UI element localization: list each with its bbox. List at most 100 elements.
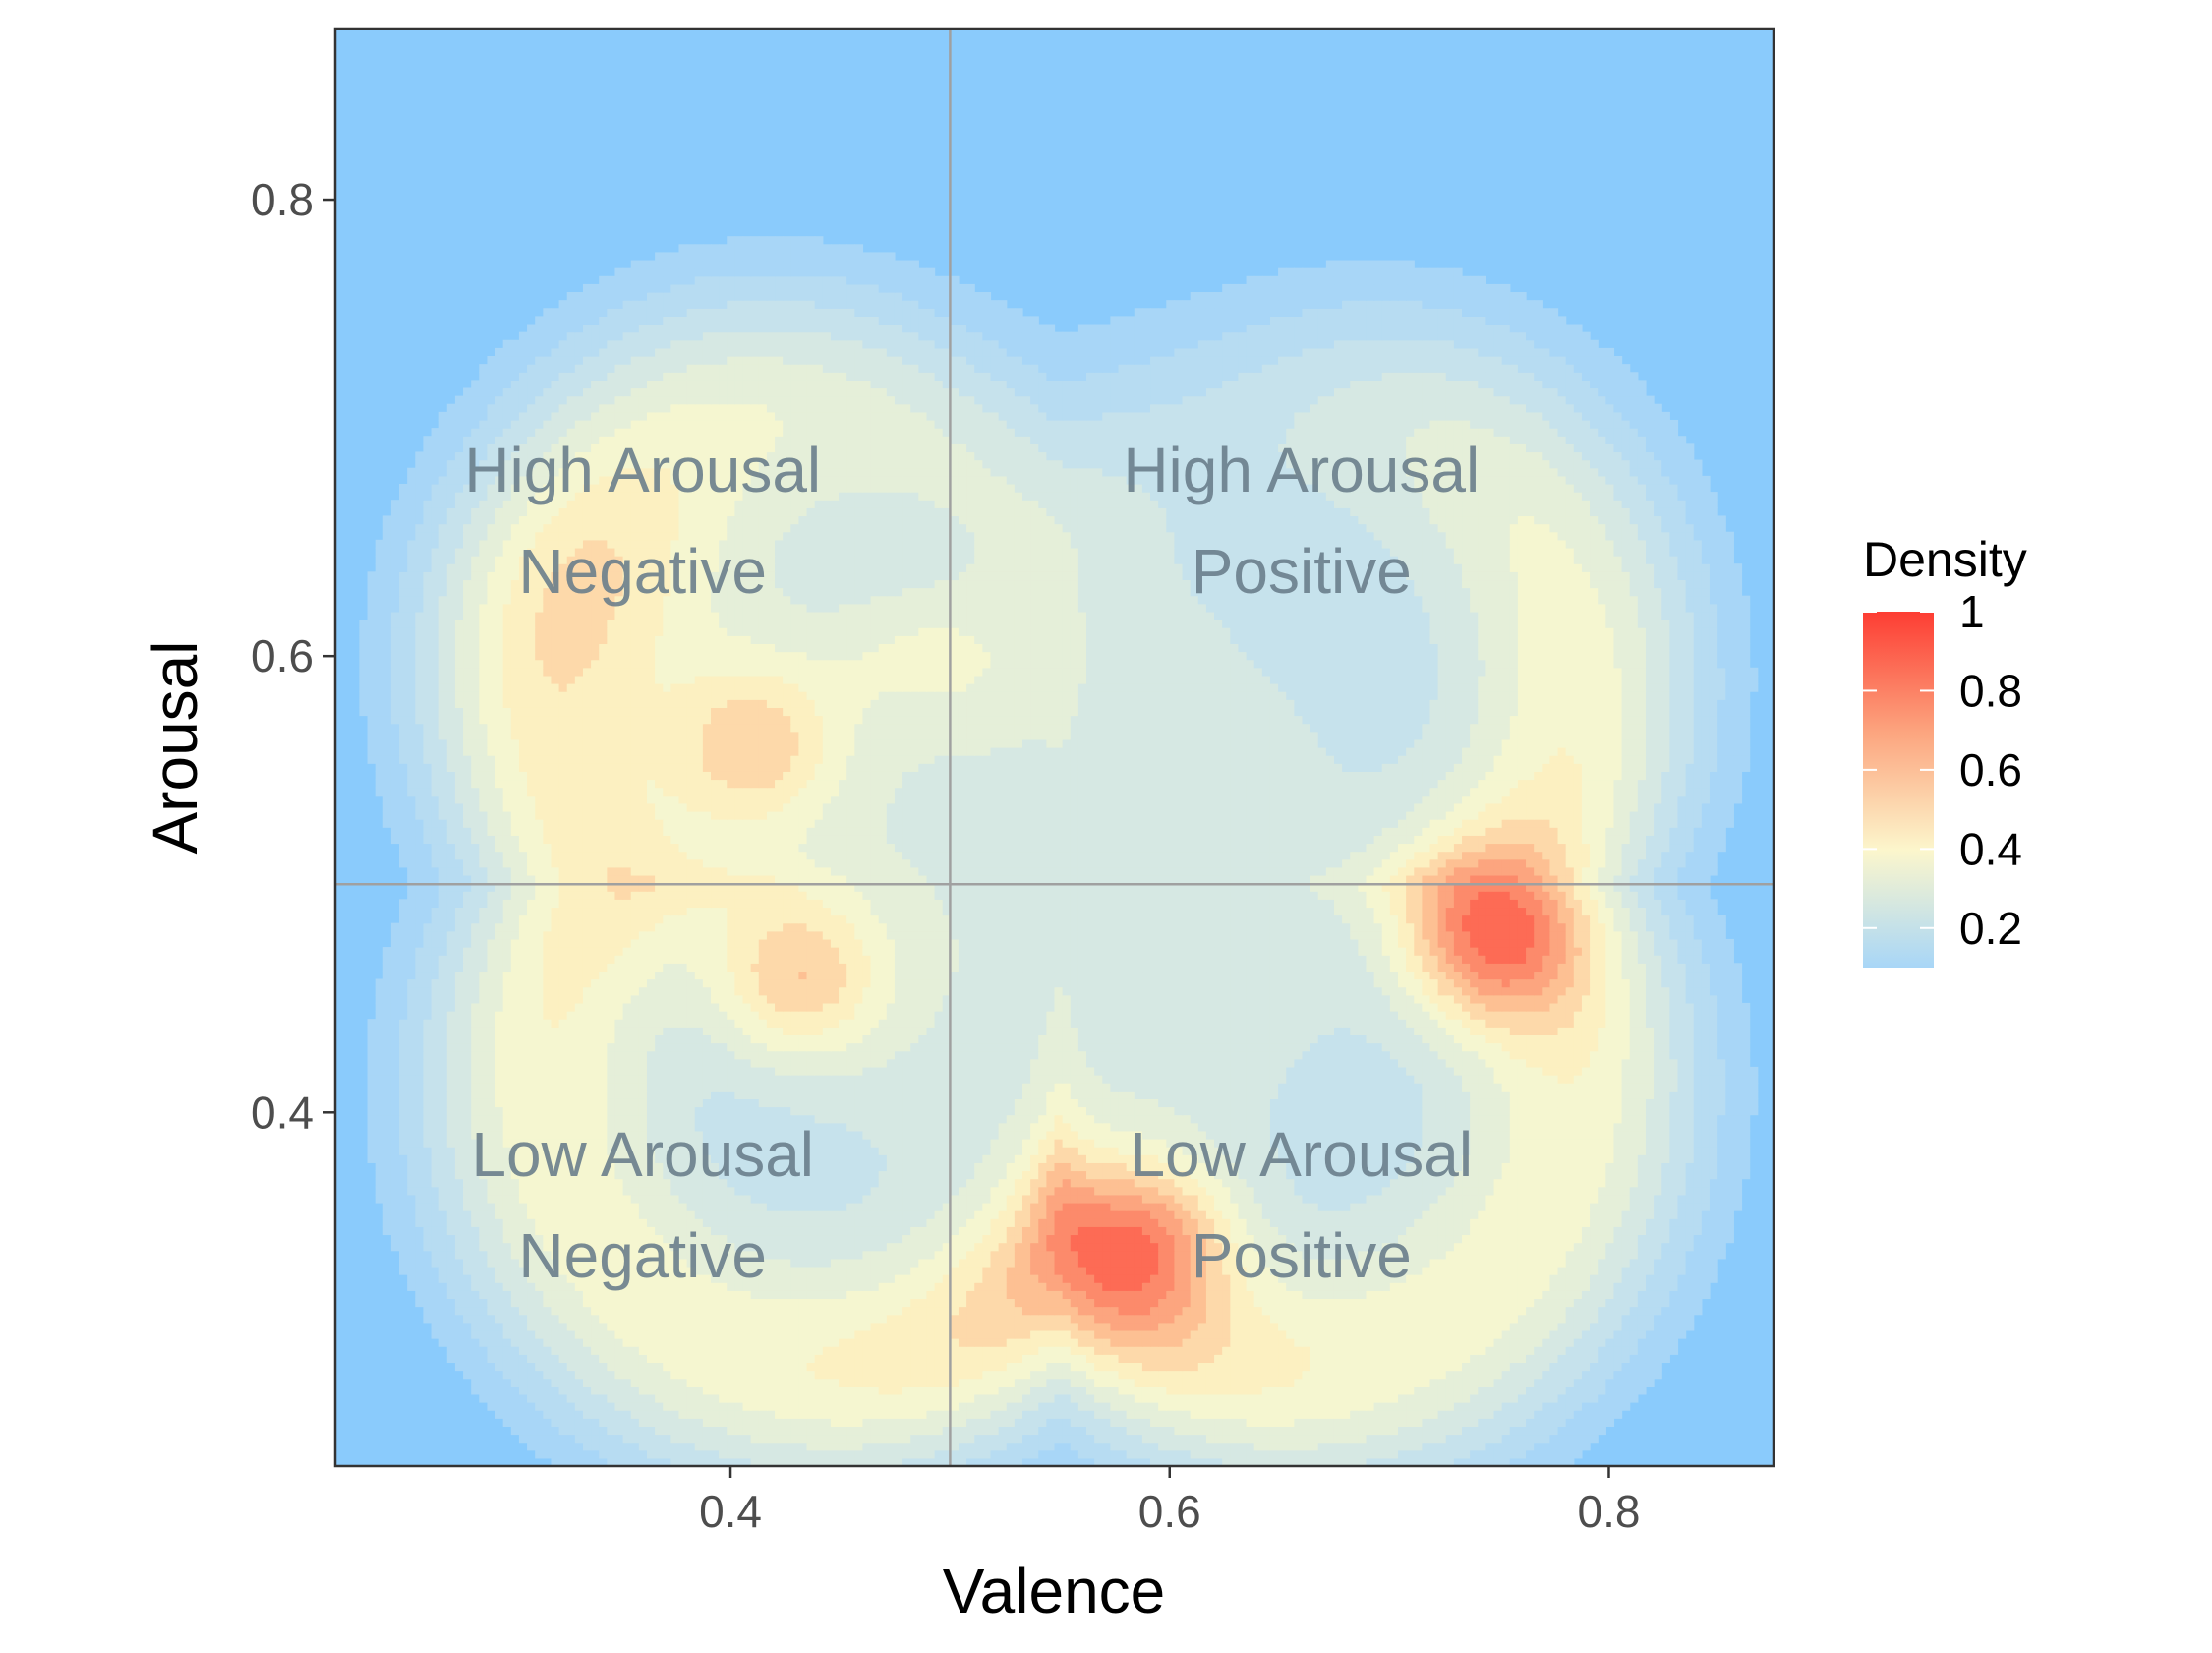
density-cell	[1238, 1242, 1248, 1252]
density-cell	[518, 1410, 528, 1419]
density-cell	[1493, 1434, 1503, 1444]
density-cell	[1581, 1434, 1591, 1444]
density-cell	[1645, 1298, 1655, 1308]
density-cell	[1613, 1378, 1623, 1387]
density-cell	[839, 1354, 847, 1364]
density-cell	[1565, 1457, 1575, 1466]
density-cell	[1310, 1290, 1319, 1300]
density-cell	[1613, 1234, 1623, 1244]
density-cell	[1581, 1306, 1591, 1316]
density-cell	[670, 1393, 680, 1403]
density-cell	[607, 1338, 616, 1347]
density-cell	[1629, 1346, 1639, 1355]
density-cell	[543, 1298, 553, 1308]
density-cell	[783, 1322, 791, 1331]
density-cell	[918, 1314, 928, 1324]
density-cell	[638, 1306, 648, 1316]
density-cell	[966, 1418, 975, 1427]
density-cell	[1253, 1457, 1263, 1466]
density-cell	[1350, 1418, 1359, 1427]
density-cell	[1261, 1457, 1271, 1466]
density-cell	[1110, 1442, 1120, 1451]
density-cell	[1637, 1306, 1647, 1316]
density-cell	[646, 1354, 656, 1364]
density-cell	[734, 1402, 744, 1411]
density-cell	[1373, 1393, 1383, 1403]
density-cell	[886, 1426, 896, 1436]
density-cell	[471, 1274, 480, 1283]
density-cell	[958, 1393, 967, 1403]
density-cell	[535, 1202, 544, 1211]
density-cell	[1557, 1250, 1567, 1260]
density-cell	[1366, 1338, 1375, 1347]
density-cell	[510, 1250, 520, 1260]
density-cell	[1389, 1426, 1399, 1436]
density-cell	[886, 1250, 896, 1260]
density-cell	[678, 1218, 688, 1227]
density-cell	[382, 1210, 392, 1219]
density-cell	[1222, 1274, 1231, 1283]
density-cell	[655, 1266, 664, 1275]
density-cell	[1214, 1250, 1223, 1260]
density-cell	[1397, 1274, 1407, 1283]
density-cell	[766, 1322, 776, 1331]
density-cell	[1006, 1362, 1016, 1372]
density-cell	[1414, 1426, 1423, 1436]
density-cell	[535, 1378, 544, 1387]
density-cell	[1333, 1314, 1343, 1324]
density-cell	[1478, 1362, 1486, 1372]
density-cell	[702, 1298, 712, 1308]
density-cell	[926, 1282, 936, 1291]
density-cell	[686, 1210, 696, 1219]
density-cell	[1453, 1210, 1463, 1219]
density-cell	[1493, 1426, 1503, 1436]
density-cell	[711, 1274, 720, 1283]
density-cell	[1581, 1210, 1591, 1219]
density-cell	[902, 1306, 911, 1316]
density-cell	[750, 1378, 760, 1387]
density-cell	[878, 1306, 888, 1316]
density-cell	[694, 1457, 704, 1466]
density-cell	[1021, 1418, 1031, 1427]
density-cell	[1493, 1266, 1503, 1275]
density-cell	[1062, 1226, 1072, 1236]
density-cell	[1590, 1378, 1599, 1387]
density-cell	[463, 1338, 472, 1347]
density-cell	[790, 1218, 800, 1227]
density-cell	[1661, 1298, 1670, 1308]
density-cell	[1054, 1362, 1064, 1372]
density-cell	[663, 1234, 671, 1244]
density-cell	[1350, 1434, 1359, 1444]
density-cell	[1030, 1393, 1039, 1403]
density-cell	[742, 1410, 752, 1419]
density-cell	[998, 1393, 1008, 1403]
density-cell	[910, 1426, 919, 1436]
density-cell	[1190, 1457, 1199, 1466]
density-cell	[1526, 1226, 1535, 1236]
density-cell	[1190, 1410, 1199, 1419]
density-cell	[902, 1362, 911, 1372]
density-cell	[894, 1354, 903, 1364]
density-cell	[1645, 1370, 1655, 1380]
density-cell	[1261, 1442, 1271, 1451]
density-cell	[1509, 1298, 1519, 1308]
density-cell	[974, 1418, 983, 1427]
density-cell	[1118, 1282, 1128, 1291]
density-cell	[734, 1426, 744, 1436]
density-cell	[966, 1426, 975, 1436]
density-cell	[463, 1306, 472, 1316]
density-cell	[495, 1226, 504, 1236]
density-cell	[1222, 1457, 1231, 1466]
density-cell	[1158, 1402, 1167, 1411]
density-cell	[1118, 1393, 1128, 1403]
density-cell	[1325, 1426, 1335, 1436]
density-cell	[878, 1434, 888, 1444]
density-cell	[894, 1329, 903, 1339]
density-cell	[1654, 1346, 1662, 1355]
density-cell	[830, 1370, 840, 1380]
density-cell	[1230, 1242, 1240, 1252]
density-cell	[1238, 1393, 1248, 1403]
density-cell	[1366, 1378, 1375, 1387]
density-cell	[926, 1290, 936, 1300]
density-cell	[942, 1449, 952, 1459]
